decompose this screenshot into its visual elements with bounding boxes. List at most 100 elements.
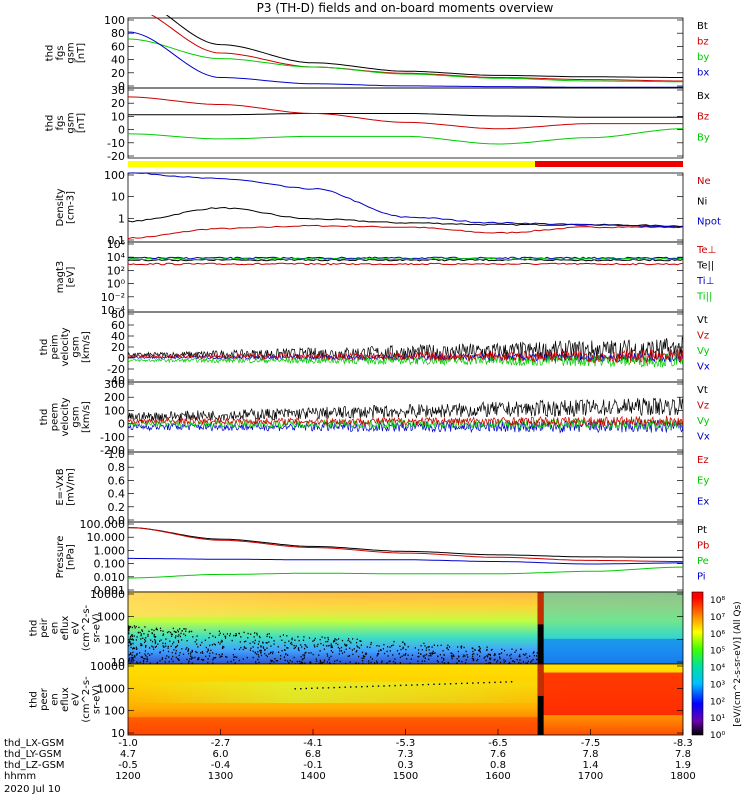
heatmap-pixel <box>144 653 146 655</box>
heatmap-pixel <box>472 658 475 660</box>
heatmap-pixel <box>167 645 169 648</box>
y-axis-label: magt3 <box>55 261 66 294</box>
heatmap-pixel <box>532 658 534 661</box>
heatmap-pixel <box>291 661 293 663</box>
heatmap-pixel <box>478 649 480 652</box>
heatmap-pixel <box>135 646 137 649</box>
plot-traces <box>128 96 683 145</box>
heatmap-pixel <box>212 635 214 637</box>
x-row-value: -5.3 <box>396 738 416 749</box>
heatmap-pixel <box>166 655 168 657</box>
heatmap-pixel <box>266 642 268 644</box>
heatmap-pixel <box>431 646 433 648</box>
heatmap-pixel <box>515 649 517 652</box>
heatmap-pixel <box>280 655 282 657</box>
heatmap-pixel <box>128 654 130 656</box>
heatmap-pixel <box>256 653 258 655</box>
heatmap-pixel <box>240 636 242 638</box>
y-tick-label: 200 <box>104 391 125 404</box>
heatmap-pixel <box>189 630 191 633</box>
heatmap-pixel <box>411 684 413 686</box>
heatmap-pixel <box>533 651 535 653</box>
panel-peer-en-eflux: 10000 1000 100 10 thd peer en eflux eV (cm^2-s-sr… <box>29 660 684 740</box>
heatmap-pixel <box>171 651 173 654</box>
y-tick-label: 1.0 <box>108 448 126 461</box>
y-tick-label: 10 <box>111 191 125 204</box>
heatmap-pixel <box>281 650 283 652</box>
heatmap-pixel <box>282 634 284 636</box>
heatmap-pixel <box>141 656 143 658</box>
legend-Vx: Vx <box>697 432 710 443</box>
heatmap-pixel <box>452 654 455 656</box>
heatmap-pixel <box>153 648 155 650</box>
heatmap-pixel <box>174 637 177 639</box>
heatmap-pixel <box>180 632 182 635</box>
heatmap-pixel <box>197 646 199 648</box>
colorbar-tick-label: 10⁵ <box>710 647 725 657</box>
heatmap-pixel <box>302 654 304 656</box>
heatmap-pixel <box>471 653 474 656</box>
heatmap-pixel <box>186 647 188 649</box>
heatmap-pixel <box>488 653 490 655</box>
y-axis-label: velocity <box>60 327 71 366</box>
y-axis-label: [cm-3] <box>65 191 76 224</box>
heatmap-pixel <box>257 647 259 649</box>
heatmap-pixel <box>175 650 177 652</box>
x-row-value: 1400 <box>300 771 325 782</box>
colorbar-tick-label: 10¹ <box>710 714 725 724</box>
heatmap-pixel <box>198 657 200 659</box>
heatmap-pixel <box>130 653 132 655</box>
heatmap-pixel <box>195 639 198 641</box>
y-tick-label: 10² <box>107 264 125 277</box>
heatmap-pixel <box>258 656 260 658</box>
heatmap-pixel <box>303 657 305 659</box>
heatmap-pixel <box>306 646 308 648</box>
heatmap-pixel <box>165 657 167 660</box>
y-tick-label: 0.0 <box>108 514 126 527</box>
heatmap-pixel <box>339 647 341 650</box>
heatmap-pixel <box>332 651 334 653</box>
heatmap-pixel <box>134 656 136 658</box>
x-row-value: -8.3 <box>673 738 693 749</box>
heatmap-pixel <box>149 654 151 656</box>
heatmap-pixel <box>473 659 475 661</box>
y-tick-label: 40 <box>111 54 125 67</box>
heatmap-pixel <box>143 633 145 635</box>
heatmap-pixel <box>266 635 268 638</box>
heatmap-pixel <box>190 651 192 653</box>
heatmap-pixel <box>186 658 188 661</box>
heatmap-pixel <box>129 637 131 639</box>
heatmap-pixel <box>433 683 435 685</box>
heatmap-pixel <box>272 652 274 655</box>
heatmap-pixel <box>450 655 452 657</box>
panel-electric-field: 1.00.80.60.40.20.0 E=-VxB [mV/m] Ez Ey Ex <box>55 448 710 527</box>
heatmap-pixel <box>201 651 203 653</box>
heatmap-pixel <box>245 647 247 649</box>
heatmap-pixel <box>362 660 364 662</box>
heatmap-pixel <box>238 648 241 651</box>
heatmap-pixel <box>341 639 344 642</box>
heatmap-pixel <box>340 650 343 652</box>
heatmap-pixel <box>428 655 430 657</box>
heatmap-pixel <box>233 634 235 637</box>
heatmap-pixel <box>372 685 374 687</box>
y-tick-label: 100 <box>104 169 125 182</box>
heatmap-pixel <box>195 650 197 653</box>
heatmap-pixel <box>323 661 325 663</box>
heatmap-pixel <box>291 643 293 646</box>
heatmap-pixel <box>489 662 492 664</box>
heatmap-pixel <box>509 655 511 657</box>
x-row-value: -0.1 <box>303 760 323 771</box>
y-tick-label: 0 <box>118 124 125 137</box>
heatmap-pixel <box>352 653 354 656</box>
heatmap-pixel <box>172 643 174 645</box>
heatmap-pixel <box>128 644 130 647</box>
heatmap-pixel <box>348 638 350 640</box>
heatmap-pixel <box>155 645 157 648</box>
heatmap-pixel <box>303 636 305 638</box>
heatmap-pixel <box>212 659 214 661</box>
series-Ti|| <box>128 257 683 261</box>
heatmap-pixel <box>293 644 295 647</box>
y-axis-label: fgs <box>55 45 66 60</box>
y-axis-label: thd <box>29 620 40 637</box>
